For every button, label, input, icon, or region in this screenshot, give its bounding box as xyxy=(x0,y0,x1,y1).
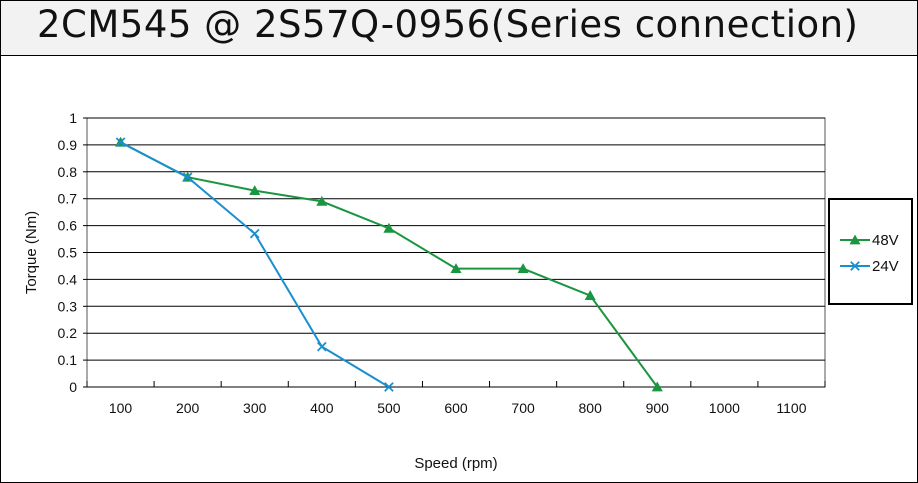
y-axis-label: Torque (Nm) xyxy=(23,211,40,294)
x-tick-label: 600 xyxy=(444,400,468,416)
x-tick-label: 100 xyxy=(109,400,133,416)
marker-stroke xyxy=(182,172,193,183)
legend-box xyxy=(828,198,913,305)
data-point xyxy=(249,185,261,196)
data-point xyxy=(651,381,663,392)
data-point xyxy=(115,137,126,148)
x-tick-label: 500 xyxy=(377,400,401,416)
x-tick-label: 200 xyxy=(176,400,200,416)
data-point xyxy=(450,263,462,274)
x-tick-label: 400 xyxy=(310,400,334,416)
data-point xyxy=(316,341,327,352)
x-tick-label: 300 xyxy=(243,400,267,416)
legend: 48V 24V xyxy=(828,198,913,305)
data-point xyxy=(584,290,596,300)
title-bar: 2CM545 @ 2S57Q-0956(Series connection) xyxy=(1,1,917,56)
series-24V xyxy=(115,137,394,392)
chart-title: 2CM545 @ 2S57Q-0956(Series connection) xyxy=(37,3,859,46)
x-axis-label: Speed (rpm) xyxy=(414,455,497,472)
marker-stroke xyxy=(316,341,327,352)
y-tick-label: 0.7 xyxy=(58,191,78,207)
data-point xyxy=(849,234,861,245)
legend-label: 48V xyxy=(872,232,899,249)
marker-stroke xyxy=(115,137,126,148)
data-point xyxy=(383,222,395,233)
grid xyxy=(86,117,826,388)
data-point xyxy=(316,195,328,206)
x-tick-label: 1000 xyxy=(709,400,740,416)
legend-item-24V: 24V xyxy=(840,258,899,275)
y-tick-label: 1 xyxy=(69,110,77,126)
y-tick-label: 0.9 xyxy=(58,137,78,153)
data-point xyxy=(850,261,860,271)
series-line xyxy=(120,141,390,388)
y-tick-label: 0 xyxy=(69,379,77,395)
legend-item-48V: 48V xyxy=(840,232,899,249)
y-tick-label: 0.2 xyxy=(58,325,78,341)
y-tick-label: 0.4 xyxy=(58,271,78,287)
x-tick-label: 1100 xyxy=(776,400,806,416)
marker-stroke xyxy=(249,228,260,239)
marker-stroke xyxy=(384,382,394,392)
y-tick-label: 0.3 xyxy=(58,298,78,314)
y-tick-label: 0.6 xyxy=(58,218,78,234)
x-tick-label: 800 xyxy=(579,400,603,416)
data-point xyxy=(249,228,260,239)
series-line xyxy=(120,141,659,388)
data-point xyxy=(384,382,394,392)
legend-label: 24V xyxy=(872,258,899,275)
series xyxy=(115,136,663,392)
y-tick-label: 0.5 xyxy=(58,245,78,261)
series-48V xyxy=(115,136,663,392)
marker-stroke xyxy=(850,261,860,271)
y-tick-label: 0.1 xyxy=(58,352,78,368)
y-tick-label: 0.8 xyxy=(58,164,78,180)
data-point xyxy=(182,172,193,183)
x-tick-label: 700 xyxy=(511,400,535,416)
data-point xyxy=(517,263,529,274)
x-tick-label: 900 xyxy=(646,400,670,416)
